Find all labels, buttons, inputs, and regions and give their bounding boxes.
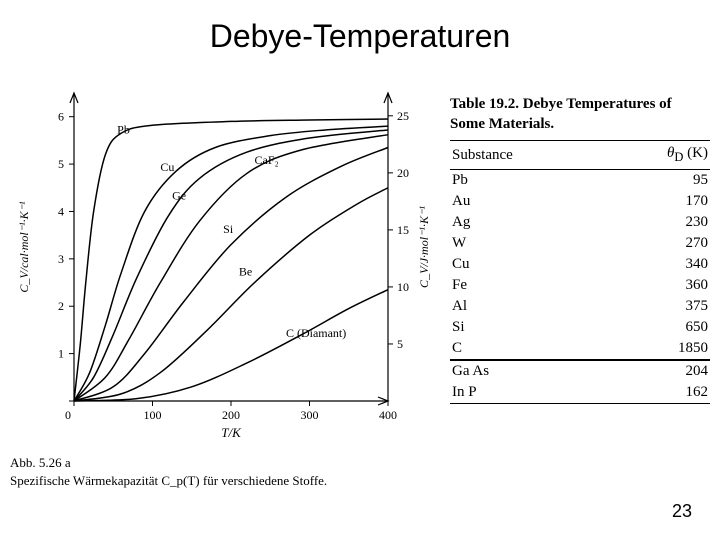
cell-theta: 1850 [603,338,710,360]
content-row: 0 100 200 300 400 1 2 3 4 5 6 5 10 15 20 25 T/K C_V/cal·m… [0,65,720,490]
cell-theta: 360 [603,275,710,296]
svg-text:1: 1 [58,347,64,361]
cell-substance: C [450,338,603,360]
debye-table-area: Table 19.2. Debye Temperatures of Some M… [450,75,710,490]
figure-label: Abb. 5.26 a [10,454,440,472]
svg-text:Si: Si [223,222,234,236]
table-row: Cu340 [450,254,710,275]
svg-text:Cu: Cu [160,160,174,174]
cell-theta: 340 [603,254,710,275]
svg-text:100: 100 [144,408,162,422]
svg-text:4: 4 [58,204,64,218]
svg-text:Be: Be [239,264,252,278]
svg-text:25: 25 [397,109,409,123]
svg-text:C_V/cal·mol⁻¹·K⁻¹: C_V/cal·mol⁻¹·K⁻¹ [17,201,31,293]
table-row: Ga As204 [450,361,710,383]
col-theta: θD (K) [603,141,710,170]
svg-text:0: 0 [65,408,71,422]
svg-text:5: 5 [58,157,64,171]
cell-theta: 230 [603,212,710,233]
svg-text:300: 300 [301,408,319,422]
cell-substance: Cu [450,254,603,275]
figure-description: Spezifische Wärmekapazität C_p(T) für ve… [10,472,440,490]
cell-theta: 170 [603,191,710,212]
svg-text:15: 15 [397,223,409,237]
debye-table: Substance θD (K) Pb95Au170Ag230W270Cu340… [450,140,710,404]
table-row: C1850 [450,338,710,360]
curve-caf₂ [74,135,388,401]
table-row: Fe360 [450,275,710,296]
svg-text:CaF₂: CaF₂ [255,153,279,167]
table-row: Al375 [450,296,710,317]
cell-theta: 270 [603,233,710,254]
curve-pb [74,119,388,401]
cell-theta: 95 [603,170,710,192]
svg-text:200: 200 [222,408,240,422]
col-substance: Substance [450,141,603,170]
table-row: W270 [450,233,710,254]
table-row: Si650 [450,317,710,338]
table-caption: Table 19.2. Debye Temperatures of Some M… [450,95,710,134]
svg-text:5: 5 [397,337,403,351]
cell-theta: 162 [603,382,710,404]
table-row: In P162 [450,382,710,404]
cell-substance: W [450,233,603,254]
cell-substance: Si [450,317,603,338]
svg-text:C (Diamant): C (Diamant) [286,326,346,340]
cell-substance: In P [450,382,603,404]
table-row: Au170 [450,191,710,212]
svg-text:6: 6 [58,110,64,124]
svg-text:Ge: Ge [172,189,186,203]
cell-substance: Fe [450,275,603,296]
page-title: Debye-Temperaturen [0,0,720,65]
svg-text:C_V/J·mol⁻¹·K⁻¹: C_V/J·mol⁻¹·K⁻¹ [417,206,431,288]
cell-theta: 204 [603,361,710,383]
svg-text:3: 3 [58,252,64,266]
cell-substance: Ga As [450,361,603,383]
curve-cu [74,126,388,401]
svg-text:Pb: Pb [117,122,130,136]
table-row: Ag230 [450,212,710,233]
chart-area: 0 100 200 300 400 1 2 3 4 5 6 5 10 15 20 25 T/K C_V/cal·m… [10,75,440,490]
cell-theta: 650 [603,317,710,338]
page-number: 23 [672,501,692,522]
cell-theta: 375 [603,296,710,317]
svg-text:2: 2 [58,299,64,313]
cell-substance: Pb [450,170,603,192]
chart-caption: Abb. 5.26 a Spezifische Wärmekapazität C… [10,454,440,490]
cell-substance: Al [450,296,603,317]
table-row: Pb95 [450,170,710,192]
svg-text:20: 20 [397,166,409,180]
cell-substance: Ag [450,212,603,233]
svg-text:T/K: T/K [221,425,242,440]
svg-text:10: 10 [397,280,409,294]
curve-be [74,188,388,401]
cell-substance: Au [450,191,603,212]
heat-capacity-chart: 0 100 200 300 400 1 2 3 4 5 6 5 10 15 20 25 T/K C_V/cal·m… [10,75,440,445]
curve-ge [74,130,388,401]
svg-text:400: 400 [379,408,397,422]
